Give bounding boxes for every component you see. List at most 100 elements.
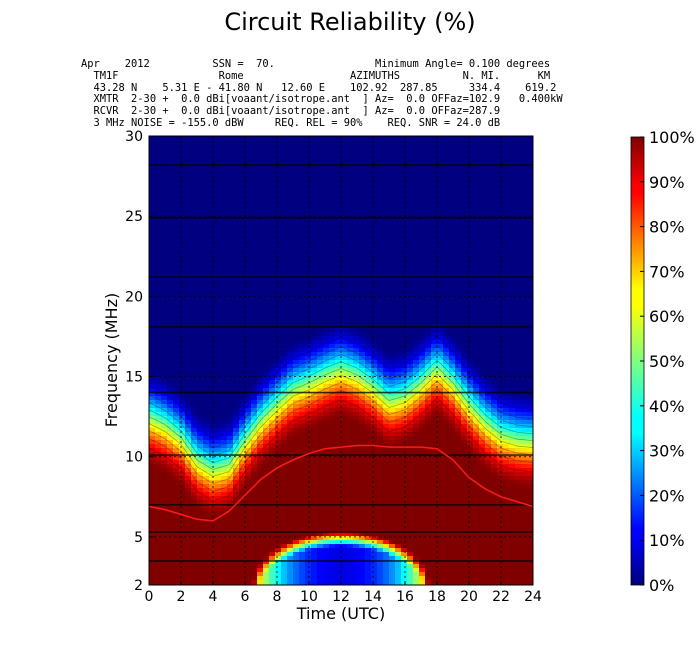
heat-cell (191, 220, 198, 225)
heat-cell (407, 432, 414, 437)
heat-cell (383, 136, 390, 141)
heat-cell (383, 280, 390, 285)
heat-cell (311, 488, 318, 493)
heat-cell (407, 348, 414, 353)
heat-cell (197, 156, 204, 161)
heat-cell (167, 372, 174, 377)
heat-cell (191, 392, 198, 397)
heat-cell (311, 528, 318, 533)
heat-cell (227, 492, 234, 497)
heat-cell (311, 296, 318, 301)
heat-cell (389, 380, 396, 385)
heat-cell (263, 504, 270, 509)
heat-cell (251, 524, 258, 529)
heat-cell (395, 276, 402, 281)
heat-cell (317, 504, 324, 509)
heat-cell (167, 232, 174, 237)
heat-cell (209, 580, 216, 585)
heat-cell (191, 372, 198, 377)
heat-cell (407, 368, 414, 373)
heat-cell (401, 540, 408, 545)
heat-cell (269, 224, 276, 229)
heat-cell (209, 332, 216, 337)
heat-cell (365, 396, 372, 401)
heat-cell (347, 352, 354, 357)
heat-cell (221, 424, 228, 429)
heat-cell (305, 248, 312, 253)
heat-cell (203, 368, 210, 373)
heat-cell (371, 496, 378, 501)
heat-cell (395, 328, 402, 333)
heat-cell (179, 192, 186, 197)
heat-cell (353, 332, 360, 337)
heat-cell (293, 508, 300, 513)
heat-cell (197, 136, 204, 141)
heat-cell (341, 380, 348, 385)
heat-cell (209, 140, 216, 145)
heat-cell (299, 172, 306, 177)
heat-cell (215, 508, 222, 513)
heat-cell (281, 428, 288, 433)
heat-cell (179, 340, 186, 345)
heat-cell (371, 140, 378, 145)
heat-cell (239, 540, 246, 545)
heat-cell (179, 576, 186, 581)
heat-cell (149, 268, 156, 273)
heat-cell (155, 208, 162, 213)
heat-cell (305, 360, 312, 365)
heat-cell (191, 364, 198, 369)
heat-cell (251, 208, 258, 213)
heat-cell (155, 444, 162, 449)
heat-cell (203, 488, 210, 493)
heat-cell (311, 408, 318, 413)
heat-cell (395, 352, 402, 357)
heat-cell (173, 392, 180, 397)
heat-cell (299, 268, 306, 273)
heat-cell (149, 552, 156, 557)
heat-cell (155, 472, 162, 477)
heat-cell (287, 276, 294, 281)
heat-cell (221, 576, 228, 581)
heat-cell (287, 456, 294, 461)
heat-cell (221, 188, 228, 193)
heat-cell (353, 308, 360, 313)
heat-cell (359, 428, 366, 433)
heat-cell (407, 456, 414, 461)
heat-cell (305, 264, 312, 269)
heat-cell (365, 284, 372, 289)
heat-cell (185, 188, 192, 193)
heat-cell (287, 220, 294, 225)
heat-cell (221, 412, 228, 417)
heat-cell (239, 176, 246, 181)
heat-cell (167, 356, 174, 361)
heat-cell (167, 204, 174, 209)
heat-cell (359, 352, 366, 357)
heat-cell (251, 252, 258, 257)
heat-cell (203, 544, 210, 549)
heat-cell (215, 504, 222, 509)
heat-cell (341, 192, 348, 197)
heat-cell (227, 232, 234, 237)
heat-cell (317, 452, 324, 457)
heat-cell (323, 544, 330, 549)
heat-cell (179, 364, 186, 369)
heat-cell (383, 464, 390, 469)
heat-cell (293, 296, 300, 301)
heat-cell (245, 248, 252, 253)
heat-cell (209, 260, 216, 265)
heat-cell (233, 204, 240, 209)
heat-cell (173, 212, 180, 217)
heat-cell (155, 512, 162, 517)
heat-cell (209, 460, 216, 465)
heat-cell (311, 200, 318, 205)
heat-cell (173, 348, 180, 353)
heat-cell (281, 512, 288, 517)
heat-cell (197, 464, 204, 469)
heat-cell (347, 548, 354, 553)
heat-cell (179, 524, 186, 529)
heat-cell (323, 156, 330, 161)
heat-cell (293, 488, 300, 493)
heat-cell (329, 376, 336, 381)
heat-cell (323, 336, 330, 341)
heat-cell (173, 540, 180, 545)
